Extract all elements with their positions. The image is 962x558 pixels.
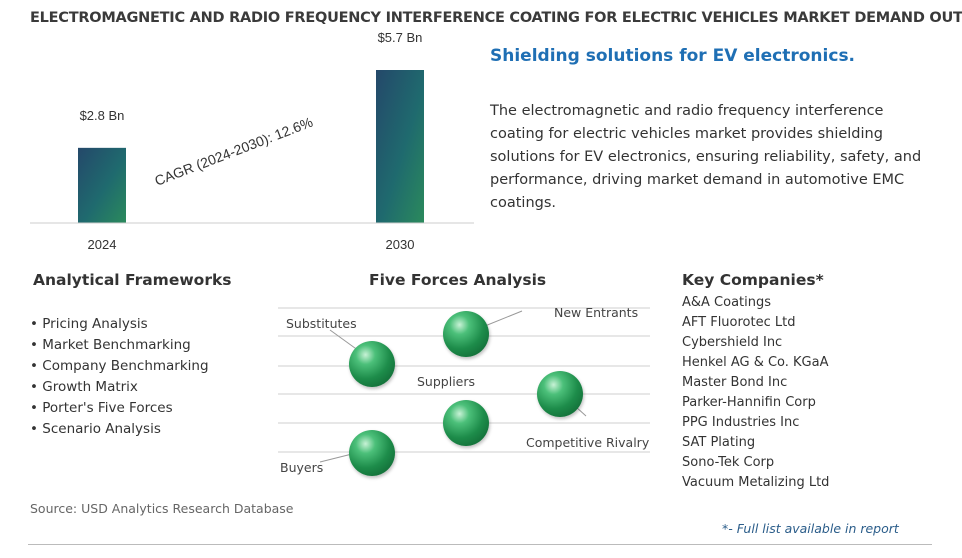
buyers-sphere-icon [349, 430, 395, 476]
list-item: Vacuum Metalizing Ltd [682, 475, 830, 490]
list-item: Market Benchmarking [30, 335, 209, 356]
list-item: SAT Plating [682, 435, 756, 450]
list-item: Parker-Hannifin Corp [682, 395, 816, 410]
list-item: A&A Coatings [682, 295, 772, 310]
source-note: Source: USD Analytics Research Database [30, 501, 294, 516]
page-title: ELECTROMAGNETIC AND RADIO FREQUENCY INTE… [30, 10, 962, 26]
divider [28, 544, 932, 545]
list-item: Growth Matrix [30, 377, 209, 398]
five-forces-heading: Five Forces Analysis [369, 271, 547, 289]
list-item: Company Benchmarking [30, 356, 208, 377]
substitutes-sphere-icon [349, 341, 395, 387]
list-item: Porter's Five Forces [30, 398, 209, 419]
list-item: Scenario Analysis [30, 419, 209, 440]
new-entrants-sphere-icon [443, 311, 489, 357]
list-item: AFT Fluorotec Ltd [682, 315, 796, 330]
bar-2030 [376, 70, 424, 223]
list-item: PPG Industries Inc [682, 415, 800, 430]
force-suppliers: Suppliers [417, 374, 476, 389]
frameworks-list: Pricing Analysis Market Benchmarking Com… [30, 314, 209, 440]
force-buyers: Buyers [280, 460, 324, 475]
list-item: Cybershield Inc [682, 335, 783, 350]
list-item: Sono-Tek Corp [682, 455, 775, 470]
companies-list: A&A Coatings AFT Fluorotec Ltd Cybershie… [682, 293, 829, 493]
force-substitutes: Substitutes [286, 316, 357, 331]
bar-value-label: $2.8 Bn [80, 108, 125, 123]
list-item: Master Bond Inc [682, 375, 788, 390]
bar-value-label: $5.7 Bn [378, 30, 423, 45]
x-tick-label: 2030 [386, 237, 415, 252]
companies-heading: Key Companies* [682, 271, 824, 289]
bar-2024 [78, 147, 126, 223]
force-competitive-rivalry: Competitive Rivalry [526, 435, 650, 450]
x-tick-label: 2024 [88, 237, 117, 252]
suppliers-sphere-icon [537, 371, 583, 417]
summary-text: The electromagnetic and radio frequency … [490, 103, 922, 211]
rivalry-sphere-icon [443, 400, 489, 446]
list-item: Henkel AG & Co. KGaA [682, 355, 829, 370]
frameworks-heading: Analytical Frameworks [33, 271, 232, 289]
summary-heading: Shielding solutions for EV electronics. [490, 46, 856, 66]
list-item: Pricing Analysis [30, 314, 209, 335]
footnote: *- Full list available in report [722, 521, 899, 536]
force-new-entrants: New Entrants [554, 305, 639, 320]
